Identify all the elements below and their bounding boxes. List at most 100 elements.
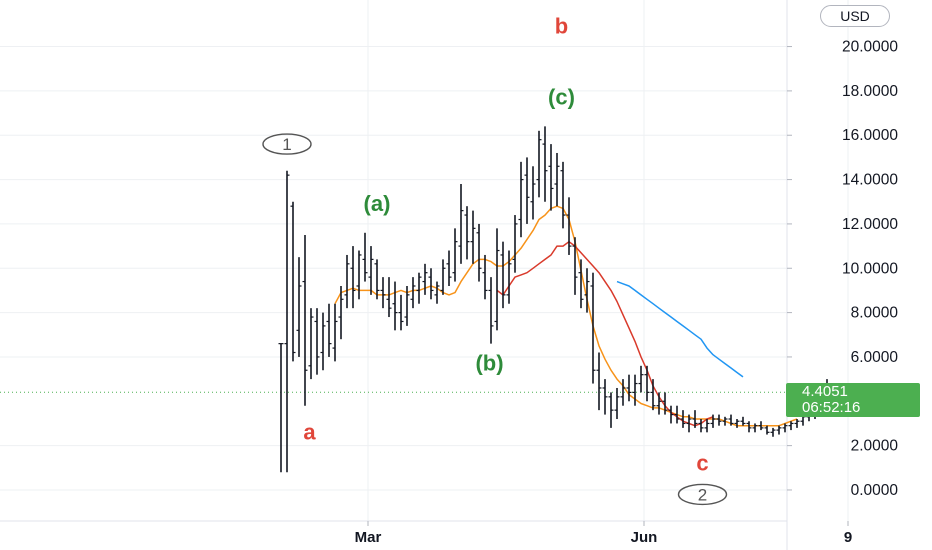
wave-circle-label: 1	[262, 133, 312, 155]
wave-label: (c)	[548, 85, 575, 110]
wave-label: b	[555, 14, 568, 39]
wave-annotations: b (c) (a) (b) a c 1 2	[262, 14, 728, 506]
ohlc-bar	[758, 421, 764, 431]
ohlc-bar	[428, 268, 434, 300]
ohlc-bar	[464, 206, 470, 260]
ohlc-bar	[458, 184, 464, 264]
price-tick-label: 12.0000	[842, 216, 898, 233]
ohlc-bar	[770, 427, 776, 437]
ohlc-bar	[452, 228, 458, 282]
ohlc-bar	[434, 281, 440, 304]
ohlc-bar	[722, 416, 728, 426]
ohlc-bar	[794, 419, 800, 428]
ohlc-bar	[278, 343, 284, 473]
ohlc-bar	[614, 387, 620, 420]
ohlc-bar	[644, 365, 650, 402]
ohlc-bar	[488, 277, 494, 344]
ohlc-bar	[518, 161, 524, 238]
ohlc-bar	[638, 365, 644, 393]
ohlc-bar	[776, 425, 782, 435]
moving-average-line	[334, 205, 798, 427]
price-tick-label: 2.0000	[851, 438, 899, 455]
ohlc-bar	[320, 312, 326, 371]
ohlc-bar	[542, 126, 548, 202]
ohlc-bar	[602, 379, 608, 415]
ohlc-bar	[716, 414, 722, 426]
ohlc-bar	[704, 419, 710, 433]
ohlc-bar	[584, 268, 590, 313]
ohlc-bar	[302, 235, 308, 406]
price-tick-label: 6.0000	[851, 349, 899, 366]
ohlc-bar	[620, 379, 626, 406]
ohlc-bar	[554, 152, 560, 207]
bar-countdown: 06:52:16	[802, 399, 861, 416]
ohlc-bar	[524, 157, 530, 224]
time-axis[interactable]: Mar Jun 9	[355, 521, 853, 546]
ohlc-bar	[674, 405, 680, 424]
ohlc-bar	[734, 419, 740, 428]
ohlc-bar	[536, 130, 542, 198]
ohlc-bar	[470, 210, 476, 264]
time-tick-label: Mar	[355, 529, 382, 546]
ohlc-bar	[332, 303, 338, 362]
ohlc-bar	[398, 294, 404, 331]
ohlc-bar	[656, 392, 662, 415]
ohlc-bar	[530, 166, 536, 220]
ohlc-bar	[512, 215, 518, 273]
price-tick-label: 18.0000	[842, 83, 898, 100]
ohlc-bar	[632, 374, 638, 406]
ohlc-bar	[506, 250, 512, 304]
ohlc-bar	[548, 144, 554, 211]
ohlc-bar	[728, 414, 734, 426]
ohlc-bar	[308, 308, 314, 380]
ohlc-bar	[380, 277, 386, 309]
ohlc-bar	[764, 425, 770, 435]
ohlc-bar	[422, 263, 428, 295]
ohlc-bar	[482, 254, 488, 300]
wave-circle-label: 2	[677, 483, 728, 506]
ohlc-bar	[596, 352, 602, 411]
ohlc-bar	[338, 285, 344, 340]
ohlc-bar	[350, 246, 356, 309]
ohlc-bar	[566, 197, 572, 255]
ohlc-bar	[788, 421, 794, 431]
ohlc-bar	[740, 416, 746, 426]
ohlc-bar	[494, 228, 500, 331]
ohlc-bar	[440, 259, 446, 295]
ohlc-bar	[500, 241, 506, 309]
ohlc-bar	[314, 308, 320, 375]
price-tick-label: 20.0000	[842, 39, 898, 56]
ohlc-bar	[698, 419, 704, 433]
ohlc-bar	[290, 201, 296, 362]
ohlc-bar	[572, 237, 578, 295]
ohlc-bar	[374, 259, 380, 300]
ohlc-bar	[446, 250, 452, 286]
ohlc-bar	[392, 281, 398, 331]
ohlc-bar	[362, 232, 368, 282]
price-tick-label: 16.0000	[842, 127, 898, 144]
ohlc-bar	[626, 374, 632, 402]
last-price-value: 4.4051	[802, 383, 848, 400]
price-tick-label: 14.0000	[842, 172, 898, 189]
ohlc-bar	[344, 254, 350, 309]
ohlc-bar	[404, 285, 410, 326]
time-tick-label: 9	[844, 529, 852, 546]
ohlc-bar	[416, 272, 422, 304]
price-tick-label: 8.0000	[851, 305, 899, 322]
ohlc-bar	[668, 405, 674, 424]
ohlc-bar	[476, 223, 482, 282]
svg-text:2: 2	[698, 485, 707, 504]
ohlc-bar	[326, 303, 332, 357]
ohlc-bar	[692, 410, 698, 428]
price-axis[interactable]: 20.0000 18.0000 16.0000 14.0000 12.0000 10.00…	[787, 39, 898, 499]
time-tick-label: Jun	[631, 529, 658, 546]
ohlc-bar	[662, 392, 668, 415]
svg-text:1: 1	[282, 135, 291, 154]
ohlc-bar	[578, 259, 584, 309]
price-tick-label: 0.0000	[851, 482, 899, 499]
price-bars	[278, 126, 830, 473]
wave-label: c	[696, 450, 708, 475]
currency-button[interactable]: USD	[820, 5, 890, 27]
ohlc-bar	[608, 392, 614, 428]
